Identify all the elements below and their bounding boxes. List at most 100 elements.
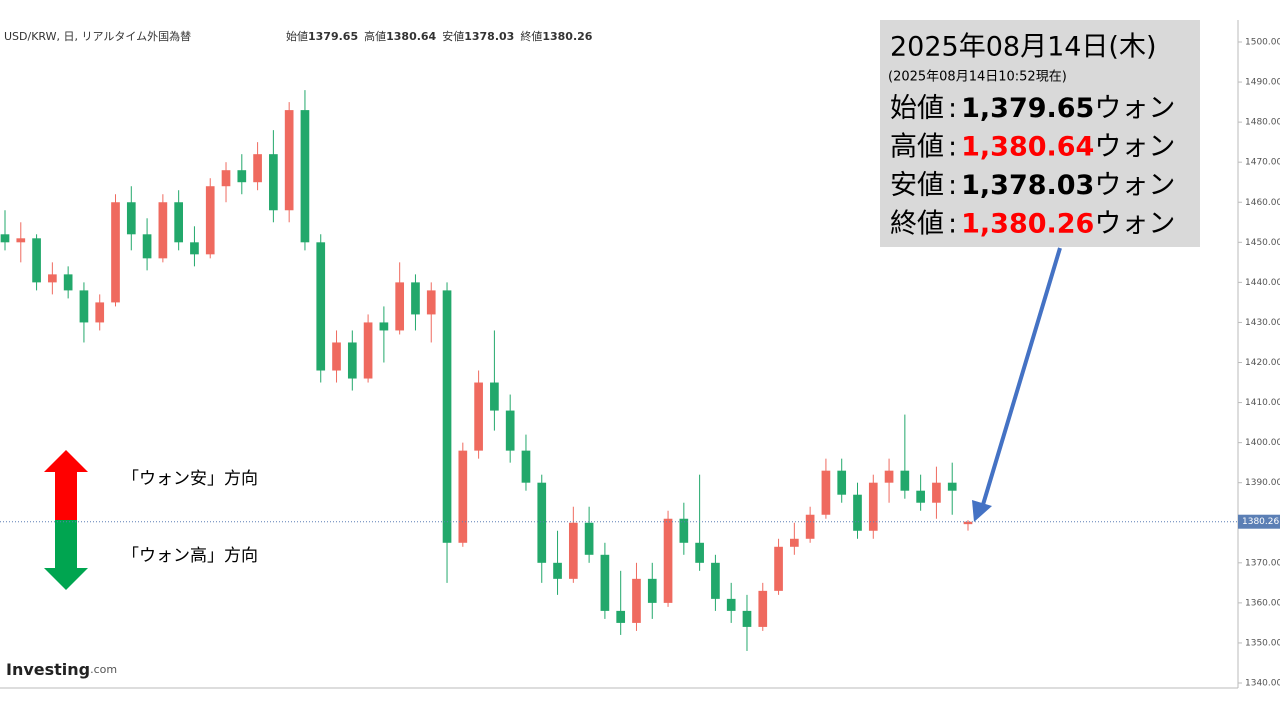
candle-body xyxy=(521,450,531,483)
y-tick-label: 1360.00 xyxy=(1245,598,1280,608)
candle-body xyxy=(474,382,483,451)
ohlc-label: 終値 xyxy=(520,29,542,43)
row-value: 1,380.26 xyxy=(961,208,1094,239)
candle-body xyxy=(505,410,515,451)
candle-body xyxy=(142,234,152,259)
candle-body xyxy=(647,578,657,603)
candle-body xyxy=(379,322,389,331)
candle-body xyxy=(426,290,436,315)
info-row: 高値:1,380.64ウォン xyxy=(890,131,1175,162)
header: USD/KRW, 日, リアルタイム外国為替 始値1379.65 高値1380.6… xyxy=(4,29,593,43)
info-row: 安値:1,378.03ウォン xyxy=(890,170,1175,201)
row-separator: : xyxy=(948,93,957,124)
y-tick-label: 1390.00 xyxy=(1245,478,1280,488)
pointer-arrow xyxy=(980,247,1062,509)
candle-body xyxy=(679,518,689,543)
candle-body xyxy=(695,542,704,563)
ohlc-value: 1378.03 xyxy=(464,30,514,43)
candle-body xyxy=(663,518,673,603)
row-label: 終値 xyxy=(890,208,944,239)
candle-body xyxy=(916,490,925,503)
candle-body xyxy=(48,274,57,283)
row-label: 高値 xyxy=(890,131,944,162)
last-price-badge xyxy=(1238,514,1280,529)
candle-body xyxy=(158,202,168,259)
ohlc-label: 安値 xyxy=(442,29,464,43)
candle-body xyxy=(316,242,326,371)
row-separator: : xyxy=(948,208,957,239)
down-arrow xyxy=(44,520,88,590)
y-tick-label: 1410.00 xyxy=(1245,398,1280,408)
candle-body xyxy=(947,482,957,491)
symbol: USD/KRW, 日, リアルタイム外国為替 xyxy=(4,29,191,43)
candle-body xyxy=(553,562,562,579)
candle-body xyxy=(363,322,373,379)
row-value: 1,380.64 xyxy=(961,131,1094,162)
candle-body xyxy=(205,186,215,255)
row-separator: : xyxy=(948,131,957,162)
y-tick-label: 1400.00 xyxy=(1245,438,1280,448)
candle-body xyxy=(79,290,89,323)
candle-body xyxy=(411,282,420,315)
candle-body xyxy=(0,234,10,243)
legend-strong: 「ウォン高」方向 xyxy=(122,546,258,566)
candle-body xyxy=(269,154,278,211)
candle-body xyxy=(837,470,847,495)
candle-body xyxy=(395,282,405,331)
ohlc-value: 1379.65 xyxy=(308,30,358,43)
candle-body xyxy=(300,110,310,243)
candle-body xyxy=(16,238,26,243)
candle-body xyxy=(884,470,894,483)
candle-body xyxy=(347,342,357,379)
candle-body xyxy=(458,450,468,543)
y-tick-label: 1440.00 xyxy=(1245,278,1280,288)
logo-suffix: .com xyxy=(90,663,117,676)
candle-body xyxy=(821,470,831,515)
candle-body xyxy=(742,610,752,627)
row-unit: ウォン xyxy=(1094,170,1175,201)
candle-body xyxy=(95,302,105,323)
candle-body xyxy=(853,494,862,531)
y-tick-label: 1470.00 xyxy=(1245,158,1280,168)
candle-body xyxy=(237,170,247,183)
y-tick-label: 1420.00 xyxy=(1245,358,1280,368)
candle-body xyxy=(126,202,136,235)
candle-body xyxy=(111,202,120,303)
candle-body xyxy=(616,610,626,623)
legend-weak: 「ウォン安」方向 xyxy=(122,469,258,489)
candle-body xyxy=(932,482,941,503)
logo-brand: Investing xyxy=(6,660,90,679)
row-value: 1,379.65 xyxy=(961,93,1094,124)
row-label: 安値 xyxy=(890,170,944,201)
y-tick-label: 1430.00 xyxy=(1245,318,1280,328)
y-tick-label: 1350.00 xyxy=(1245,638,1280,648)
candle-body xyxy=(174,202,183,243)
up-arrow xyxy=(44,450,88,520)
y-tick-label: 1480.00 xyxy=(1245,118,1280,128)
candle-body xyxy=(805,514,815,539)
candle-body xyxy=(568,522,578,579)
candle-body xyxy=(537,482,547,563)
logo: Investing.com xyxy=(6,660,117,679)
row-value: 1,378.03 xyxy=(961,170,1094,201)
candle-body xyxy=(790,538,799,547)
candle-body xyxy=(758,590,768,627)
row-unit: ウォン xyxy=(1094,131,1175,162)
header-ohlc: 始値1379.65 高値1380.64 安値1378.03 終値1380.26 xyxy=(286,29,593,43)
info-as-of: (2025年08月14日10:52現在) xyxy=(888,70,1067,85)
y-tick-label: 1460.00 xyxy=(1245,198,1280,208)
ohlc-label: 始値 xyxy=(286,29,308,43)
y-tick-label: 1370.00 xyxy=(1245,558,1280,568)
info-rows: 始値:1,379.65ウォン高値:1,380.64ウォン安値:1,378.03ウ… xyxy=(890,93,1175,240)
candle-body xyxy=(584,522,594,555)
candle-body xyxy=(63,274,73,291)
candle-body xyxy=(711,562,720,599)
candle-body xyxy=(774,546,783,591)
y-tick-label: 1490.00 xyxy=(1245,78,1280,88)
candle-body xyxy=(600,554,610,611)
row-label: 始値 xyxy=(890,93,944,124)
last-price-label: 1380.26 xyxy=(1242,517,1279,527)
row-unit: ウォン xyxy=(1094,208,1175,239)
candle-body xyxy=(632,578,641,623)
